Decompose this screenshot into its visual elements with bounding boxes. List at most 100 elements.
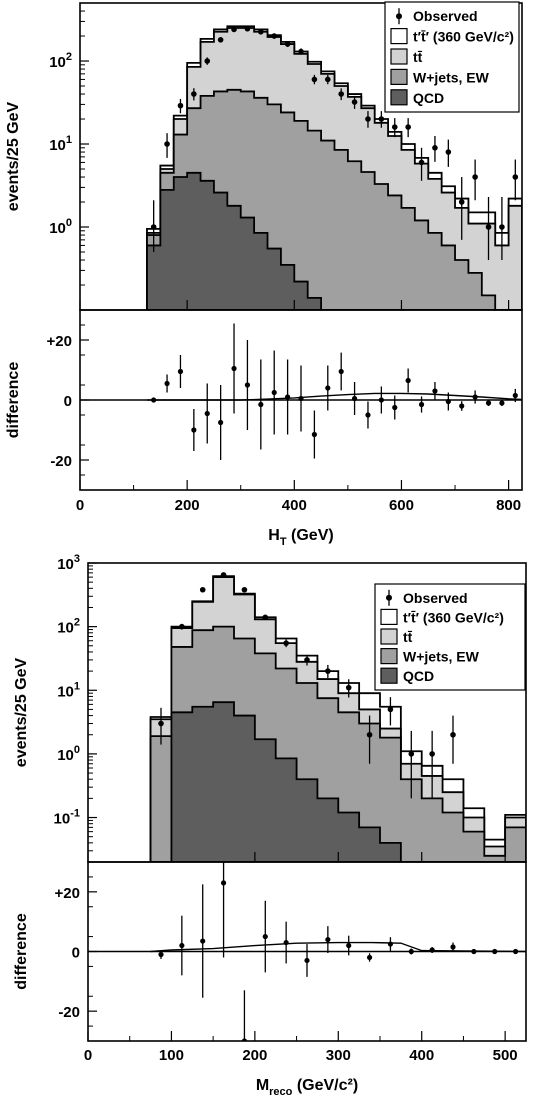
legend-swatch-ttbar xyxy=(380,628,398,645)
observed-marker xyxy=(158,720,164,727)
y-tick-exponent: 2 xyxy=(66,51,72,63)
legend-observed-marker xyxy=(396,13,402,20)
observed-marker xyxy=(408,751,415,757)
observed-marker xyxy=(191,91,197,97)
difference-point xyxy=(429,947,435,953)
legend-swatch-qcd xyxy=(380,667,398,684)
difference-marker xyxy=(499,400,505,406)
y-tick-label: 103 xyxy=(57,553,80,573)
difference-area xyxy=(88,862,526,1041)
observed-point xyxy=(485,196,492,261)
signal-difference-curve xyxy=(146,392,522,401)
observed-point xyxy=(387,697,394,726)
observed-marker xyxy=(378,116,385,122)
difference-marker xyxy=(179,942,185,949)
x-tick-label: 300 xyxy=(326,1047,351,1064)
histogram-area xyxy=(146,25,522,310)
y-tick-base: 10 xyxy=(49,54,66,71)
observed-point xyxy=(432,135,438,162)
observed-marker xyxy=(177,102,184,109)
difference-area xyxy=(80,323,522,460)
difference-point xyxy=(177,355,184,388)
difference-point xyxy=(408,948,414,955)
observed-point xyxy=(241,586,248,593)
legend-swatch-wjets xyxy=(380,647,398,665)
difference-marker xyxy=(392,404,398,411)
difference-point xyxy=(432,382,438,400)
difference-marker xyxy=(346,942,352,949)
observed-point xyxy=(304,654,310,666)
observed-point xyxy=(191,88,197,101)
difference-marker xyxy=(151,397,157,403)
observed-point xyxy=(284,41,291,48)
difference-marker xyxy=(472,394,478,400)
observed-point xyxy=(204,57,211,65)
difference-point xyxy=(459,401,465,411)
observed-marker xyxy=(199,586,206,593)
difference-marker xyxy=(191,427,197,433)
histogram-area xyxy=(149,572,526,862)
legend-label-observed: Observed xyxy=(413,8,478,24)
difference-point xyxy=(262,900,268,973)
y-axis-label: events/25 GeV xyxy=(13,657,30,767)
observed-marker xyxy=(258,28,264,35)
difference-marker xyxy=(220,880,227,886)
observed-point xyxy=(499,196,505,261)
observed-marker xyxy=(450,731,456,738)
diff-y-tick-label: 0 xyxy=(72,945,80,962)
observed-point xyxy=(338,88,344,101)
difference-point xyxy=(151,397,157,403)
difference-point xyxy=(378,386,384,414)
observed-point xyxy=(244,25,251,32)
observed-point xyxy=(512,159,519,201)
observed-point xyxy=(408,730,415,799)
observed-point xyxy=(150,200,157,252)
x-axis-label: HT (GeV) xyxy=(268,527,333,548)
legend-label-qcd: QCD xyxy=(413,90,444,106)
difference-point xyxy=(325,365,331,411)
difference-marker xyxy=(512,948,519,955)
observed-point xyxy=(298,48,304,55)
difference-marker xyxy=(241,1038,248,1041)
difference-point xyxy=(492,948,498,955)
observed-marker xyxy=(338,91,344,97)
y-tick-base: 10 xyxy=(57,747,74,764)
difference-point xyxy=(311,410,317,459)
legend-swatch-wjets xyxy=(390,68,408,86)
observed-marker xyxy=(217,37,224,43)
difference-point xyxy=(325,926,331,953)
observed-point xyxy=(164,133,170,158)
legend-label-signal: t′t̄′ (360 GeV/c²) xyxy=(413,28,514,44)
observed-marker xyxy=(351,99,358,105)
difference-point xyxy=(231,323,237,414)
observed-point xyxy=(366,715,373,764)
observed-point xyxy=(324,74,331,85)
observed-marker xyxy=(485,224,492,230)
y-tick-label: 10-1 xyxy=(54,808,80,828)
legend: Observed t′t̄′ (360 GeV/c²) tt̄ W+jets, EW Q… xyxy=(384,1,520,113)
difference-marker xyxy=(304,957,310,964)
observed-point xyxy=(429,730,435,799)
x-label-main: H xyxy=(268,527,280,544)
x-label-main: M xyxy=(256,1077,269,1094)
observed-marker xyxy=(164,141,170,147)
difference-marker xyxy=(158,951,164,958)
x-label-unit: (GeV) xyxy=(287,527,334,544)
difference-point xyxy=(204,383,210,444)
difference-marker xyxy=(231,365,237,372)
difference-point xyxy=(244,340,251,430)
difference-point xyxy=(471,948,477,955)
difference-point xyxy=(366,953,373,962)
difference-point xyxy=(218,385,224,460)
x-axis-label: Mreco (GeV/c²) xyxy=(256,1077,358,1098)
difference-marker xyxy=(365,412,371,418)
observed-marker xyxy=(387,706,394,713)
observed-marker xyxy=(391,124,398,130)
observed-point xyxy=(311,74,318,85)
difference-marker xyxy=(366,954,373,961)
observed-point xyxy=(271,33,278,39)
difference-marker xyxy=(378,397,384,403)
x-tick-label: 200 xyxy=(175,497,200,514)
difference-point xyxy=(351,382,358,415)
